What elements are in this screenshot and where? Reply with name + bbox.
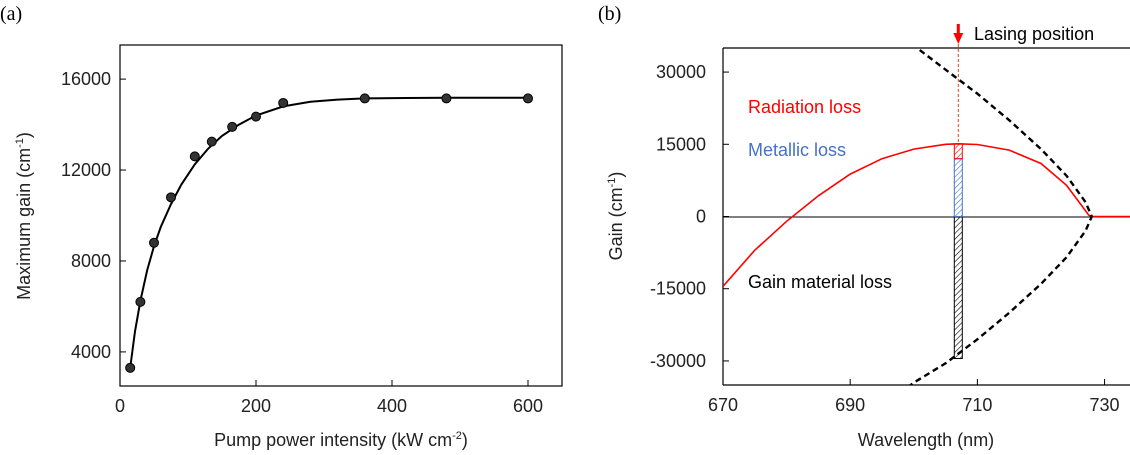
y-axis-a: 4000 8000 12000 16000 [61,69,126,362]
data-point [166,192,176,203]
data-point [189,151,200,162]
radiation-loss-bar [953,143,963,160]
series-layer-b [723,48,1130,385]
fit-curve [129,96,528,368]
y-axis-title-a: Maximum gain (cm-1) [14,132,34,300]
metallic-loss-label: Metallic loss [748,140,846,160]
y-tick-label-b: 15000 [656,134,706,154]
y-tick-label-a: 16000 [61,69,111,89]
data-point [206,136,217,147]
data-point [135,296,146,307]
x-tick-label-a: 400 [377,396,407,416]
panel-a: (a) 4000 8000 12000 16000 0 200 400 600 Pump p… [0,3,563,450]
data-point [149,237,159,248]
gain-material-loss-label: Gain material loss [748,272,892,292]
lasing-arrow-icon [953,24,964,44]
x-tick-label-b: 710 [962,395,992,415]
radiation-loss-label: Radiation loss [748,97,861,117]
metallic-loss-bar [953,158,963,218]
panel-b-label: (b) [598,3,621,25]
data-point [227,121,238,132]
x-tick-label-b: 670 [708,395,738,415]
x-tick-label-b: 730 [1090,395,1120,415]
plot-frame-a [119,44,563,387]
x-tick-label-b: 690 [835,395,865,415]
y-tick-label-b: 30000 [656,62,706,82]
lasing-position-label: Lasing position [974,24,1094,44]
x-axis-b: 670 690 710 730 [708,379,1120,415]
x-axis-title-a: Pump power intensity (kW cm-2) [214,430,468,450]
y-tick-label-b: -15000 [650,279,706,299]
x-tick-label-a: 200 [241,396,271,416]
x-tick-label-a: 0 [115,396,125,416]
panel-b: (b) -30000 -15000 0 15000 30000 670 690 710 730… [598,3,1130,450]
data-point [278,97,289,108]
series-layer-a [125,93,533,373]
data-point [359,93,370,104]
gain-curve [723,142,1130,287]
data-point [125,362,136,373]
data-point [441,93,452,104]
y-tick-label-b: -30000 [650,351,706,371]
y-axis-title-b: Gain (cm-1) [606,172,626,261]
y-tick-label-b: 0 [696,207,706,227]
x-axis-a: 0 200 400 600 [115,380,543,416]
x-tick-label-a: 600 [513,396,543,416]
y-tick-label-a: 8000 [71,251,111,271]
x-axis-title-b: Wavelength (nm) [858,430,994,450]
dispersion-curve [908,48,1094,385]
data-point [523,93,533,104]
y-axis-b: -30000 -15000 0 15000 30000 [650,62,729,371]
panel-a-label: (a) [0,3,22,25]
gain-material-loss-bar [953,216,963,360]
data-point [251,111,261,122]
loss-bars [953,143,963,360]
y-tick-label-a: 4000 [71,342,111,362]
y-tick-label-a: 12000 [61,160,111,180]
